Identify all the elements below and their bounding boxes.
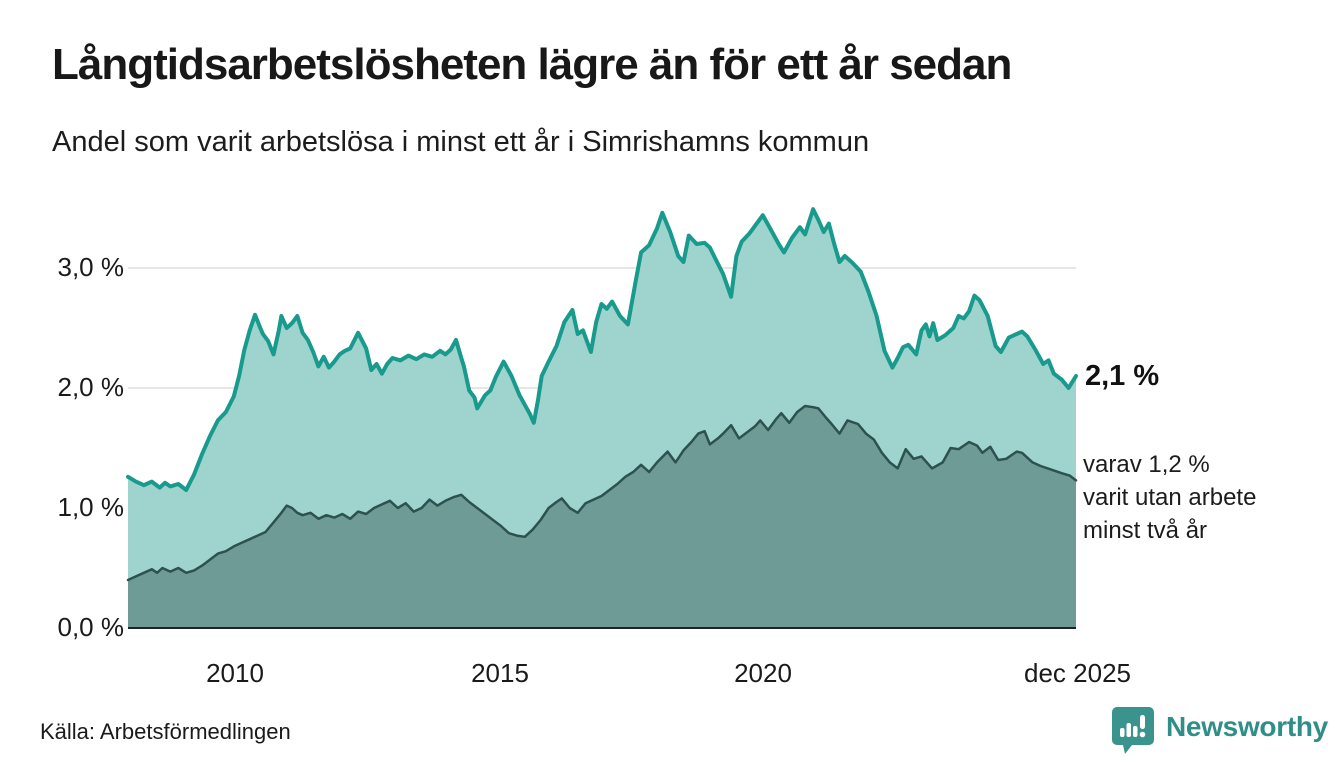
page-title: Långtidsarbetslösheten lägre än för ett … (52, 40, 1012, 89)
area-fill-2yr (128, 406, 1076, 628)
newsworthy-logo-text: Newsworthy (1166, 711, 1328, 742)
series-line-1yr (126, 207, 1078, 492)
y-tick-1: 1,0 % (57, 492, 125, 522)
newsworthy-logo: Newsworthy (1112, 706, 1328, 761)
page-subtitle: Andel som varit arbetslösa i minst ett å… (52, 126, 870, 158)
newsworthy-badge-icon (1112, 706, 1156, 761)
series-line-2yr (126, 404, 1078, 582)
x-tick-dec-2025: dec 2025 (1024, 658, 1131, 688)
x-tick-2010: 2010 (206, 658, 264, 688)
source-note: Källa: Arbetsförmedlingen (40, 719, 291, 744)
x-tick-2015: 2015 (471, 658, 529, 688)
last-value-label-1yr: 2,1 % (1085, 360, 1160, 392)
y-tick-3: 3,0 % (57, 252, 125, 282)
x-tick-2020: 2020 (734, 658, 792, 688)
y-tick-2: 2,0 % (57, 372, 125, 402)
y-tick-0: 0,0 % (57, 612, 125, 642)
note-label-2yr: varav 1,2 % varit utan arbete minst två … (1083, 451, 1257, 544)
